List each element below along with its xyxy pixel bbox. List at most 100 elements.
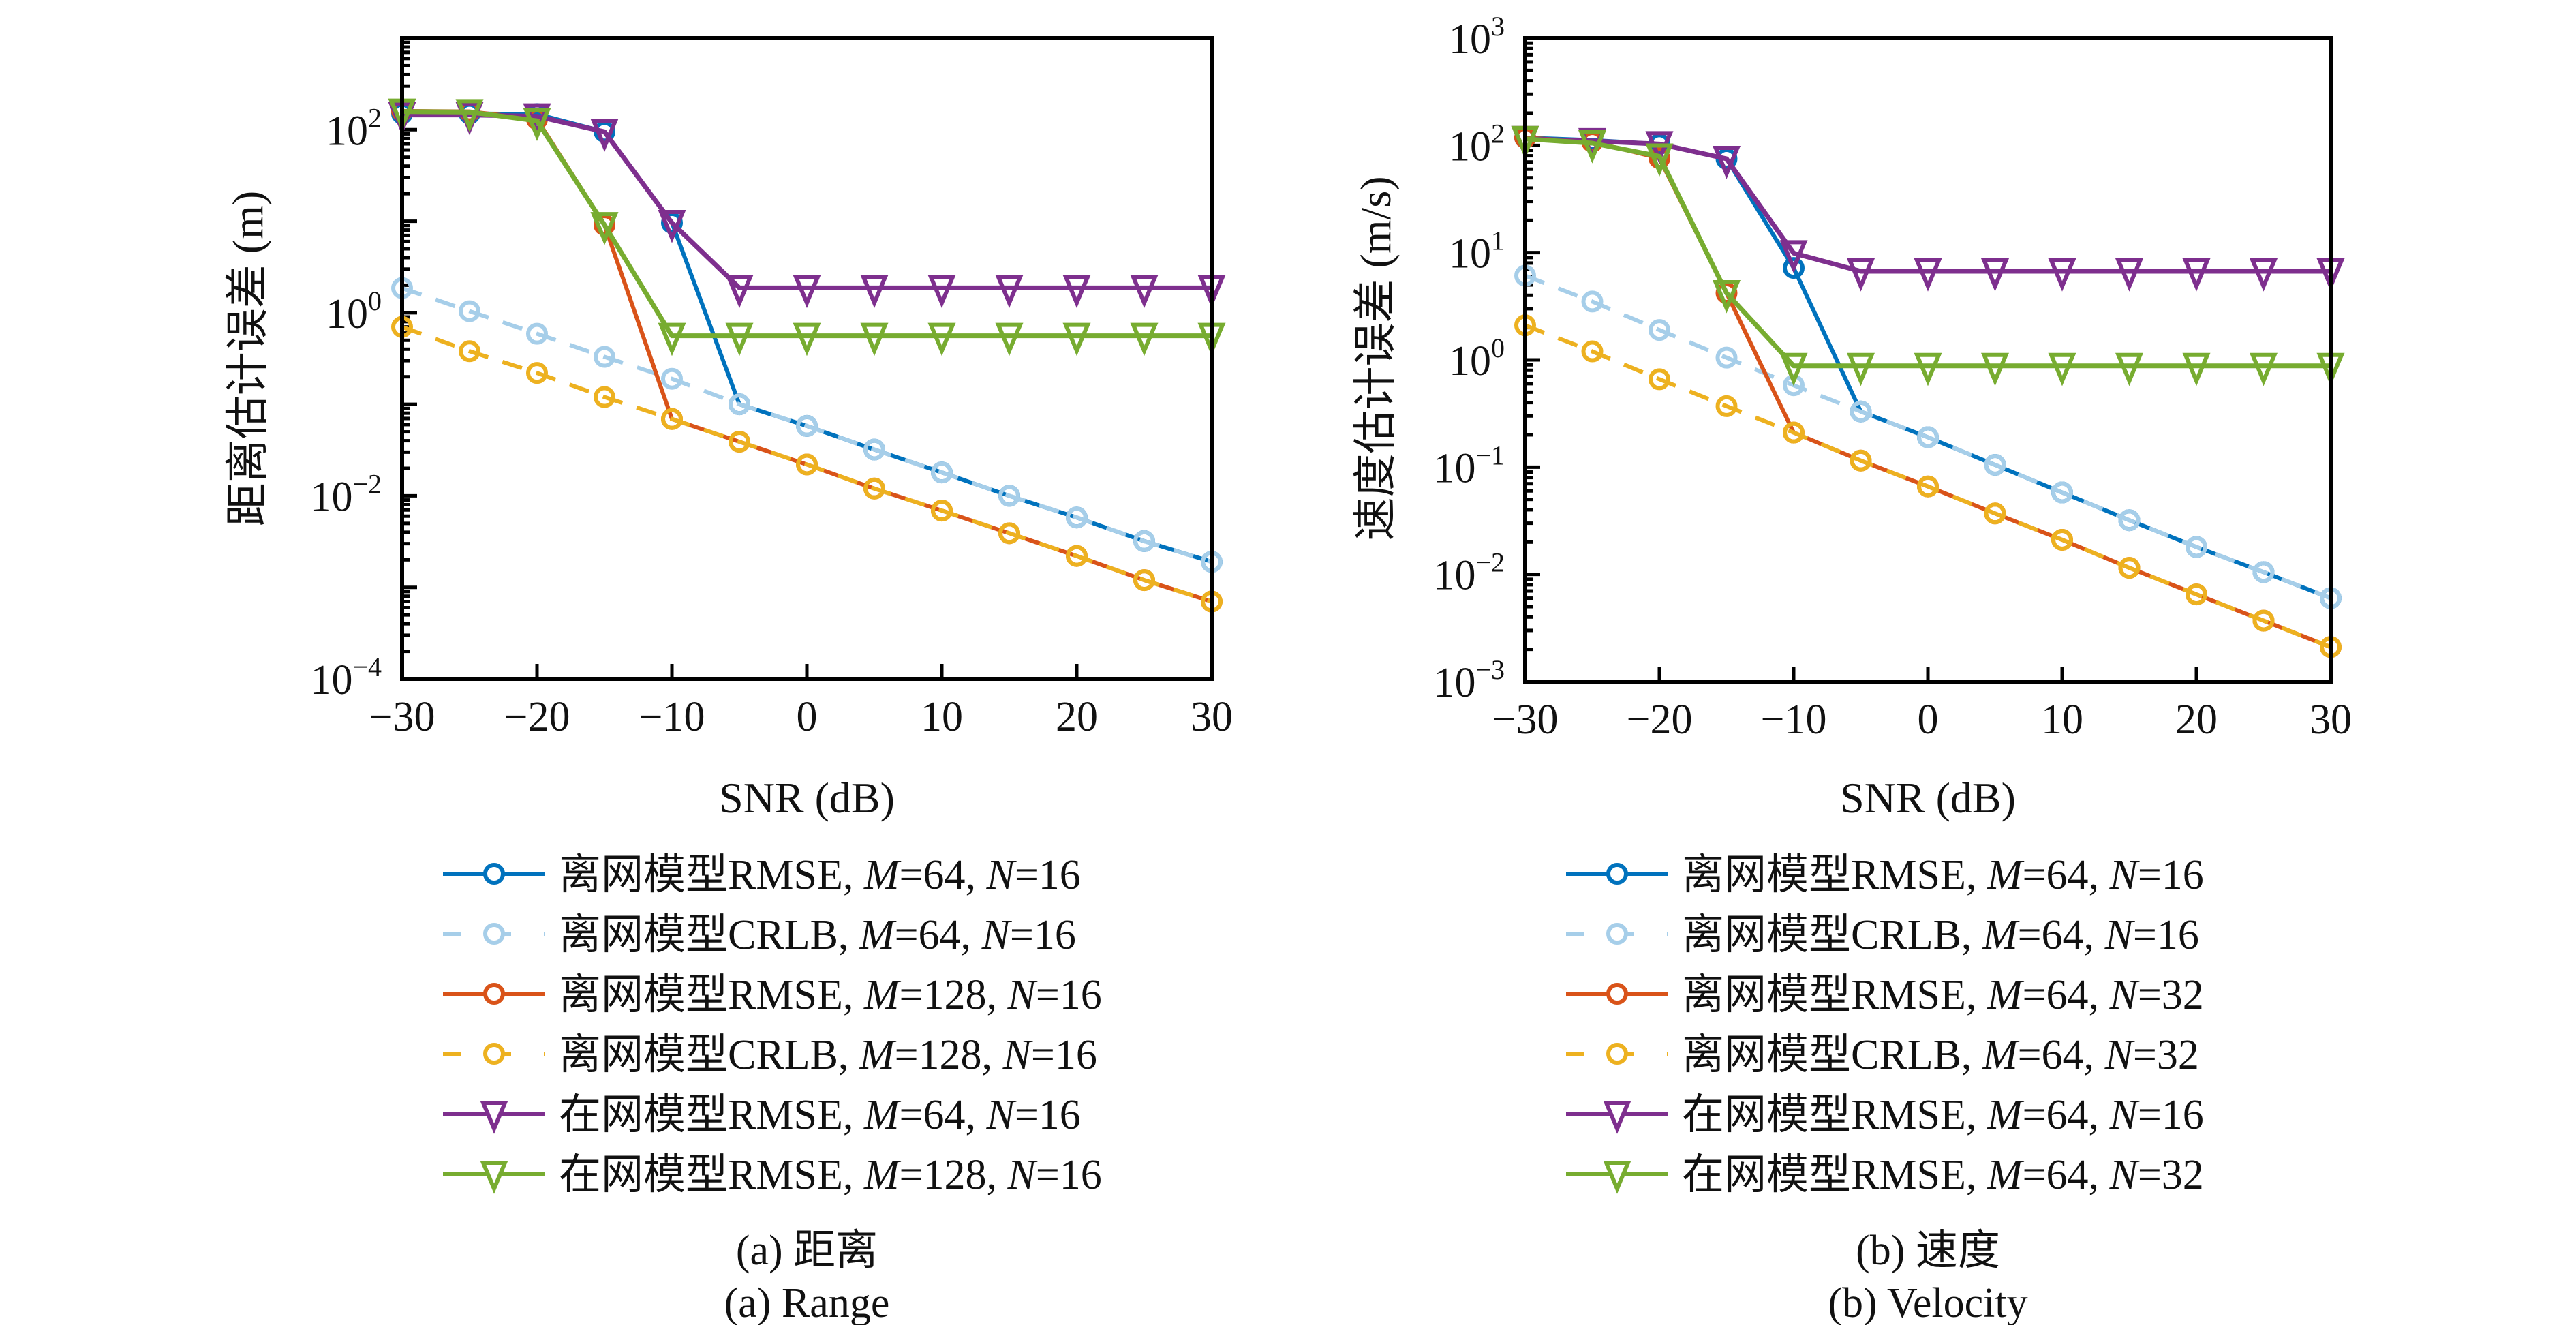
velocity-xtick-label: 0 [1918, 697, 1939, 743]
velocity-series-5-point [2182, 352, 2211, 386]
range-legend-item: 离网模型RMSE, M=64, N=16 [443, 852, 1081, 898]
velocity-ytick-label: 10−2 [1433, 547, 1505, 599]
range-series-5-point [523, 108, 551, 142]
velocity-legend-item: 离网模型RMSE, M=64, N=16 [1566, 852, 2204, 898]
velocity-series-1-point [1917, 426, 1939, 448]
range-series-3-point [1133, 569, 1155, 592]
velocity-series-1-point [1984, 453, 2006, 476]
range-xtick-label: 0 [797, 694, 818, 740]
velocity-ylabel: 速度估计误差 (m/s) [1351, 176, 1400, 540]
range-series-line-2 [401, 108, 1212, 604]
velocity-ytick-label: 101 [1449, 226, 1505, 277]
velocity-legend-item: 离网模型CRLB, M=64, N=32 [1566, 1032, 2199, 1078]
range-series-line-5 [401, 109, 1212, 339]
velocity-ytick-label: 103 [1449, 11, 1505, 63]
range-series-5-point [860, 322, 889, 356]
range-legend-marker-circle-icon [483, 923, 505, 945]
velocity-chart-panel: SNR (dB) 速度估计误差 (m/s) (b) 速度 (b) Velocit… [1351, 11, 2352, 1325]
range-series-1-point [931, 461, 953, 484]
velocity-xtick-label: −20 [1627, 697, 1693, 743]
range-series-5-point [995, 322, 1024, 356]
range-series-3-point [459, 340, 480, 363]
velocity-legend-marker-triangle-icon [1603, 1101, 1631, 1134]
range-ytick-label: 10−2 [310, 468, 382, 520]
velocity-series-1-point [1715, 346, 1738, 369]
velocity-legend-label: 在网模型RMSE, M=64, N=16 [1682, 1092, 2204, 1138]
range-legend-marker-circle-icon [483, 983, 505, 1005]
range-series-line-4 [402, 112, 1212, 290]
velocity-series-4-point [2182, 258, 2211, 292]
velocity-xtick-label: −10 [1761, 697, 1827, 743]
range-series-3-point [998, 522, 1020, 545]
range-series-5-point [927, 322, 956, 356]
range-legend-marker-triangle-icon [480, 1161, 508, 1194]
velocity-series-line-1 [1524, 273, 2332, 600]
range-series-1-point [1133, 530, 1155, 552]
velocity-series-5-point [1846, 352, 1875, 386]
range-legend-label: 在网模型RMSE, M=128, N=16 [559, 1152, 1102, 1198]
range-series-1-point [796, 414, 818, 437]
range-legend-label: 离网模型RMSE, M=128, N=16 [559, 972, 1102, 1018]
velocity-series-4-point [2048, 258, 2076, 292]
velocity-legend-label: 离网模型RMSE, M=64, N=16 [1682, 852, 2204, 898]
velocity-caption-cn: (b) 速度 [1856, 1228, 2000, 1274]
range-series-3-point [931, 500, 953, 522]
velocity-series-1-point [1850, 400, 1872, 423]
range-series-1-point [526, 322, 548, 345]
range-legend-item: 离网模型CRLB, M=128, N=16 [443, 1032, 1097, 1078]
velocity-series-5-point [2048, 352, 2076, 386]
range-ytick-label: 10−4 [310, 652, 382, 703]
range-series-4-point [1062, 275, 1091, 309]
range-series-group [388, 98, 1226, 613]
range-series-4-point [1130, 275, 1159, 309]
velocity-series-3-point [1715, 395, 1738, 417]
velocity-series-0-point [1783, 257, 1805, 279]
range-legend-marker-triangle-icon [480, 1101, 508, 1134]
velocity-series-5-point [1914, 352, 1942, 386]
range-legend-item: 离网模型RMSE, M=128, N=16 [443, 972, 1102, 1018]
velocity-series-5-point [2115, 352, 2144, 386]
range-xtick-label: 30 [1191, 694, 1233, 740]
range-legend-label: 在网模型RMSE, M=64, N=16 [559, 1092, 1081, 1138]
range-series-3-point [863, 477, 885, 500]
range-legend-label: 离网模型CRLB, M=128, N=16 [559, 1032, 1097, 1078]
range-caption-cn: (a) 距离 [736, 1228, 878, 1274]
velocity-series-1-point [1581, 290, 1604, 313]
range-ylabel: 距离估计误差 (m) [224, 191, 272, 526]
velocity-legend-label: 离网模型RMSE, M=64, N=32 [1682, 972, 2204, 1018]
range-ytick-label: 100 [326, 286, 382, 337]
velocity-xtick-label: −30 [1492, 697, 1559, 743]
range-series-5-point [793, 322, 821, 356]
velocity-series-3-point [2186, 583, 2207, 606]
range-series-3-point [661, 408, 683, 430]
range-series-1-point [863, 438, 885, 461]
velocity-series-5-point [1645, 143, 1674, 177]
velocity-ytick-label: 10−1 [1433, 440, 1505, 491]
range-axes-frame [400, 36, 1214, 681]
range-ytick-label: 102 [326, 102, 382, 154]
range-series-3-point [594, 386, 615, 408]
velocity-legend-label: 离网模型CRLB, M=64, N=32 [1682, 1032, 2199, 1078]
velocity-series-1-point [2186, 536, 2207, 558]
range-series-3-point [1066, 545, 1088, 567]
velocity-series-line-5 [1524, 136, 2331, 369]
velocity-series-4-point [1712, 145, 1741, 179]
range-series-1-point [729, 393, 750, 416]
velocity-caption-en: (b) Velocity [1828, 1280, 2027, 1325]
velocity-series-1-point [2051, 481, 2073, 504]
velocity-series-3-point [1850, 449, 1872, 472]
velocity-series-5-point [1980, 352, 2010, 386]
range-series-4-point [658, 209, 686, 243]
velocity-series-5-point [1712, 279, 1741, 314]
range-series-line-1 [401, 286, 1212, 564]
velocity-ytick-label: 10−3 [1433, 654, 1505, 706]
range-series-1-point [1066, 506, 1088, 529]
range-legend-label: 离网模型RMSE, M=64, N=16 [559, 852, 1081, 898]
range-series-5-point [658, 322, 686, 356]
velocity-series-3-point [2252, 609, 2275, 632]
range-chart-panel: SNR (dB) 距离估计误差 (m) (a) 距离 (a) Range 10−… [224, 36, 1233, 1325]
range-xtick-label: 20 [1056, 694, 1098, 740]
velocity-series-3-point [1984, 502, 2006, 525]
velocity-series-4-point [1779, 240, 1808, 274]
